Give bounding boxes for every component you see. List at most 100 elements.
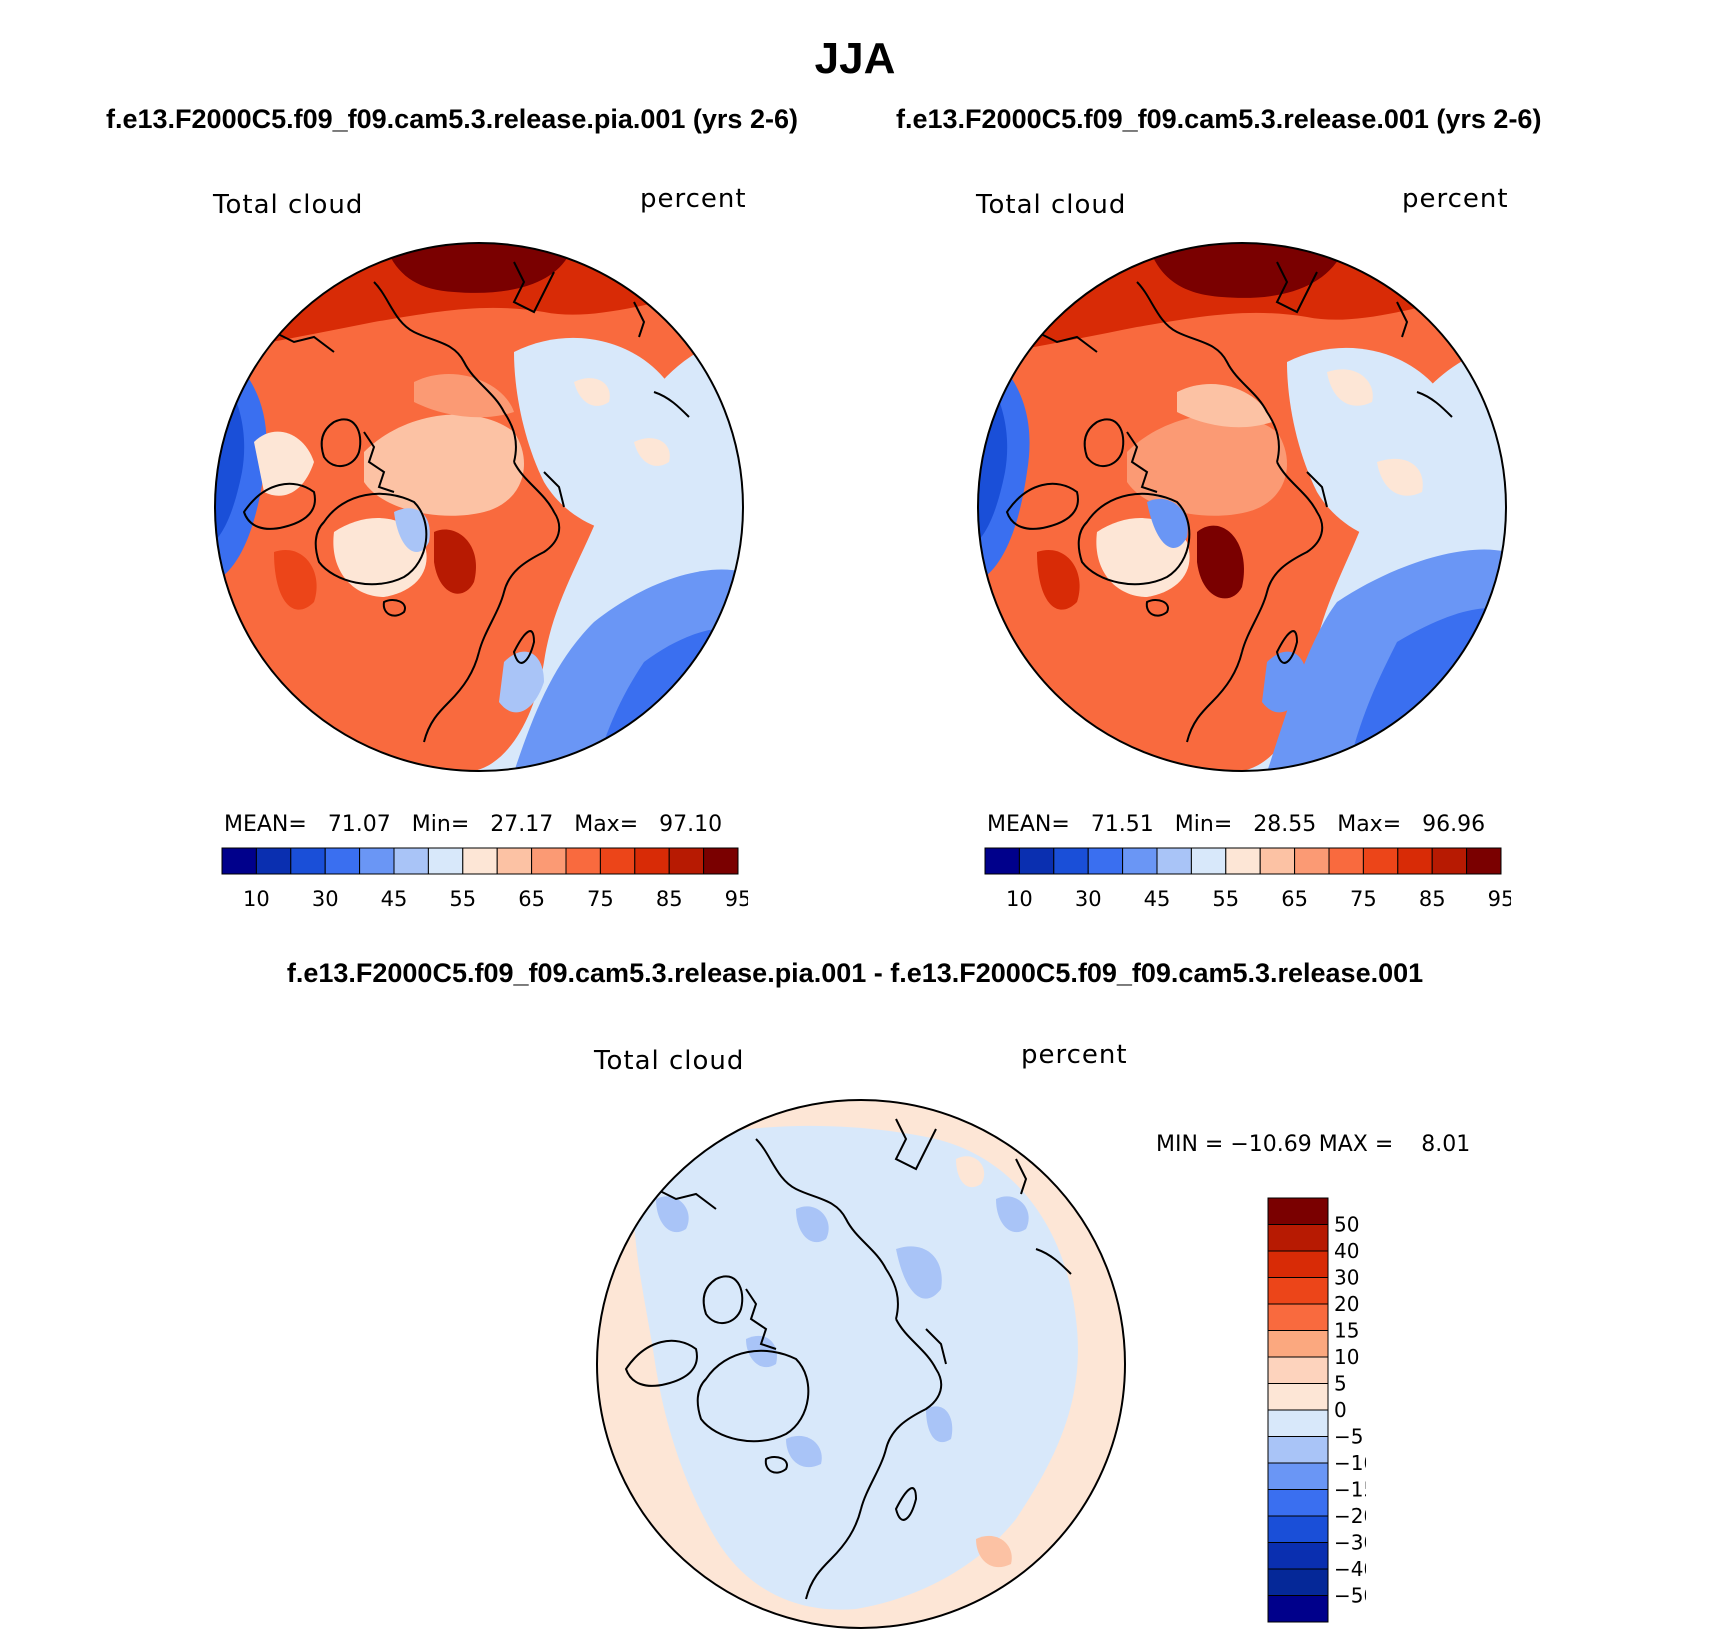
case1-stats: MEAN= 71.07 Min= 27.17 Max= 97.10 (224, 812, 722, 837)
diff-stats: MIN = −10.69 MAX = 8.01 (1156, 1132, 1471, 1157)
colorbar-box (1397, 847, 1433, 875)
colorbar-box (1190, 847, 1227, 875)
colorbar-box (1018, 847, 1055, 875)
diff-variable-label: Total cloud (594, 1046, 745, 1076)
colorbar-tick-label: 85 (1419, 887, 1446, 911)
colorbar-box (1267, 1436, 1329, 1464)
colorbar-tick-label: 45 (381, 887, 408, 911)
colorbar-box (1431, 847, 1468, 875)
colorbar-box (984, 847, 1020, 875)
case2-polar-map (977, 242, 1507, 772)
case2-variable-label: Total cloud (976, 190, 1127, 220)
colorbar-box (1294, 847, 1330, 875)
colorbar-tick-label: 75 (587, 887, 614, 911)
colorbar-tick-label: 30 (1075, 887, 1102, 911)
colorbar-tick-label: 20 (1334, 1292, 1359, 1316)
colorbar-box (1267, 1277, 1329, 1305)
colorbar-tick-label: 10 (243, 887, 270, 911)
diff-units-label: percent (1021, 1040, 1128, 1070)
diff-polar-map (596, 1099, 1126, 1629)
colorbar-box (668, 847, 705, 875)
colorbar-box (290, 847, 326, 875)
colorbar-box (1087, 847, 1124, 875)
case2-units-label: percent (1402, 184, 1509, 214)
colorbar-tick-label: −15 (1334, 1478, 1366, 1502)
colorbar-tick-label: −10 (1334, 1451, 1366, 1475)
colorbar-tick-label: 10 (1334, 1345, 1359, 1369)
case2-title: f.e13.F2000C5.f09_f09.cam5.3.release.001… (896, 104, 1542, 134)
colorbar-box (1267, 1224, 1329, 1252)
colorbar-tick-label: −20 (1334, 1504, 1366, 1528)
case1-mean-value: 71.07 (327, 812, 391, 837)
case1-variable-label: Total cloud (213, 190, 364, 220)
colorbar-box (427, 847, 464, 875)
colorbar-box (1267, 1515, 1329, 1543)
colorbar-box (1267, 1330, 1329, 1358)
colorbar-tick-label: 95 (1488, 887, 1511, 911)
colorbar-tick-label: −50 (1334, 1584, 1366, 1608)
colorbar-tick-label: 45 (1144, 887, 1171, 911)
case2-min-label: Min= (1174, 812, 1233, 837)
colorbar-box (1267, 1462, 1329, 1490)
case1-polar-map (214, 242, 744, 772)
colorbar-box (531, 847, 567, 875)
case1-title: f.e13.F2000C5.f09_f09.cam5.3.release.pia… (106, 104, 798, 134)
case1-colorbar: 10 30 45 55 65 75 85 95 (221, 847, 748, 911)
colorbar-tick-label: 0 (1334, 1398, 1347, 1422)
colorbar-box (359, 847, 395, 875)
colorbar-box (634, 847, 670, 875)
colorbar-tick-label: 65 (1281, 887, 1308, 911)
colorbar-box (703, 847, 739, 875)
colorbar-box (1267, 1542, 1329, 1570)
colorbar-box (255, 847, 292, 875)
colorbar-box (324, 847, 361, 875)
colorbar-box (1362, 847, 1399, 875)
case1-max-label: Max= (574, 812, 639, 837)
colorbar-box (1053, 847, 1089, 875)
colorbar-box (496, 847, 533, 875)
case1-units-label: percent (640, 184, 747, 214)
colorbar-box (1156, 847, 1192, 875)
case2-stats: MEAN= 71.51 Min= 28.55 Max= 96.96 (987, 812, 1485, 837)
colorbar-tick-label: 40 (1334, 1239, 1359, 1263)
colorbar-tick-label: 30 (312, 887, 339, 911)
colorbar-box (1267, 1489, 1329, 1517)
colorbar-tick-label: −5 (1334, 1425, 1363, 1449)
colorbar-box (1267, 1356, 1329, 1384)
colorbar-tick-label: 75 (1350, 887, 1377, 911)
colorbar-box (393, 847, 429, 875)
colorbar-box (1267, 1250, 1329, 1278)
colorbar-tick-label: 55 (1212, 887, 1239, 911)
case1-min-value: 27.17 (490, 812, 554, 837)
colorbar-tick-label: 50 (1334, 1213, 1359, 1237)
colorbar-tick-label: −40 (1334, 1557, 1366, 1581)
colorbar-tick-label: 85 (656, 887, 683, 911)
colorbar-box (1267, 1409, 1329, 1437)
colorbar-box (1267, 1197, 1329, 1225)
colorbar-box (1466, 847, 1502, 875)
colorbar-box (565, 847, 601, 875)
colorbar-box (1267, 1595, 1329, 1623)
colorbar-tick-label: 30 (1334, 1266, 1359, 1290)
case2-max-value: 96.96 (1422, 812, 1486, 837)
colorbar-tick-label: 65 (518, 887, 545, 911)
colorbar-box (462, 847, 498, 875)
case2-min-value: 28.55 (1253, 812, 1317, 837)
diff-title: f.e13.F2000C5.f09_f09.cam5.3.release.pia… (286, 958, 1424, 988)
case2-colorbar: 10 30 45 55 65 75 85 95 (984, 847, 1511, 911)
case2-mean-label: MEAN= (987, 812, 1070, 837)
colorbar-box (221, 847, 257, 875)
colorbar-box (599, 847, 636, 875)
case2-max-label: Max= (1337, 812, 1402, 837)
case2-mean-value: 71.51 (1090, 812, 1154, 837)
colorbar-box (1267, 1568, 1329, 1596)
case1-min-label: Min= (411, 812, 470, 837)
season-title: JJA (814, 34, 896, 83)
colorbar-box (1225, 847, 1261, 875)
colorbar-tick-label: −30 (1334, 1531, 1366, 1555)
colorbar-tick-label: 55 (449, 887, 476, 911)
colorbar-box (1328, 847, 1364, 875)
case1-max-value: 97.10 (659, 812, 723, 837)
case1-mean-label: MEAN= (224, 812, 307, 837)
